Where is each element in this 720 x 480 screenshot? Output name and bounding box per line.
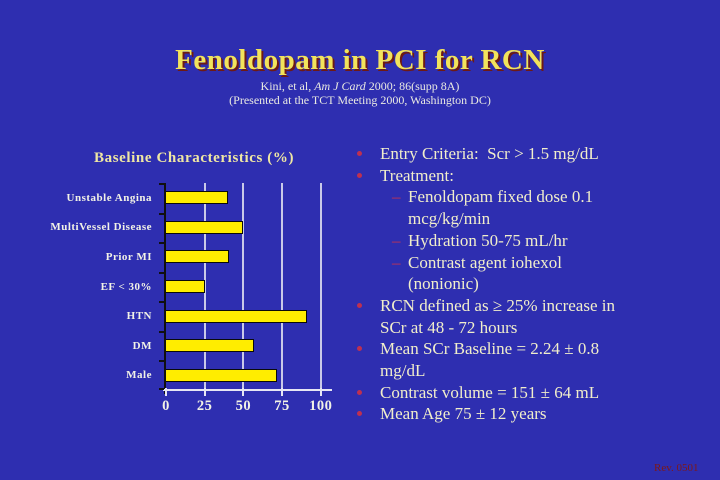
bullet-list: Entry Criteria: Scr > 1.5 mg/dL Treatment… <box>352 143 697 425</box>
bar-htn <box>166 309 307 323</box>
citation-line-1: Kini, et al, Am J Card 2000; 86(supp 8A) <box>0 79 720 94</box>
citation-line-2: (Presented at the TCT Meeting 2000, Wash… <box>229 93 491 107</box>
bullet-text: Entry Criteria: Scr > 1.5 mg/dL <box>380 143 599 165</box>
y-axis-tick <box>159 388 164 390</box>
bullet-line: RCN defined as ≥ 25% increase in <box>380 295 615 315</box>
bar-prior-mi <box>166 250 230 264</box>
plot-area <box>159 183 332 396</box>
bullet-dot-icon <box>352 403 380 425</box>
revision-label: Rev. 0501 <box>654 462 699 474</box>
bullet-item: – Hydration 50-75 mL/hr <box>352 230 697 252</box>
bar-multivessel-disease <box>166 220 244 234</box>
bullet-dot-icon <box>357 389 362 395</box>
x-tick-label: 0 <box>162 398 170 414</box>
x-tick-label: 75 <box>274 398 290 414</box>
y-axis-tick <box>159 242 164 245</box>
citation-pre: Kini, et al, <box>260 79 315 93</box>
bullet-line: Contrast agent iohexol <box>408 252 562 272</box>
y-axis-tick <box>159 183 164 185</box>
bullet-text: Mean Age 75 ± 12 years <box>380 403 547 425</box>
gridline <box>203 183 206 390</box>
bullet-dash-icon: – <box>392 230 401 250</box>
bar-dm <box>166 339 255 353</box>
x-tick-label: 100 <box>309 398 333 414</box>
bullet-text: RCN defined as ≥ 25% increase in SCr at 4… <box>380 295 615 338</box>
x-axis-tick <box>281 388 284 396</box>
category-label-unstable-angina: Unstable Angina <box>66 191 152 204</box>
bullet-dot-icon <box>357 172 362 178</box>
bullet-line: (nonionic) <box>408 274 479 294</box>
x-axis-tick <box>242 388 245 396</box>
bullet-line: Hydration 50-75 mL/hr <box>408 230 568 250</box>
chart-title: Baseline Characteristics (%) <box>94 150 295 166</box>
bullet-dot-icon <box>352 338 380 381</box>
bullet-dot-icon <box>357 346 362 352</box>
y-axis-tick <box>159 301 164 304</box>
bar-ef-30 <box>166 280 205 293</box>
bullet-text: Mean SCr Baseline = 2.24 ± 0.8 mg/dL <box>380 338 599 381</box>
category-label-htn: HTN <box>126 310 152 323</box>
bar-male <box>166 368 278 382</box>
category-label-male: Male <box>126 369 152 382</box>
category-label-multivessel-disease: MultiVessel Disease <box>50 221 152 234</box>
bullet-dot-icon <box>352 382 380 404</box>
category-label-dm: DM <box>132 339 152 352</box>
gridline <box>319 183 322 390</box>
bullet-text: Fenoldopam fixed dose 0.1 mcg/kg/min <box>408 186 593 229</box>
citation-suffix: 2000; 86(supp 8A) <box>365 79 460 93</box>
bullet-line: Mean SCr Baseline = 2.24 ± 0.8 <box>380 339 600 359</box>
category-label-ef-30: EF < 30% <box>100 280 152 293</box>
bullet-text: Hydration 50-75 mL/hr <box>408 230 568 252</box>
bullet-item: Mean Age 75 ± 12 years <box>352 403 697 425</box>
bullet-item: – Contrast agent iohexol (nonionic) <box>352 252 697 295</box>
x-axis <box>163 389 332 391</box>
bullet-line: mg/dL <box>380 361 426 381</box>
slide-title: Fenoldopam in PCI for RCN <box>175 44 545 76</box>
bullet-text: Contrast agent iohexol (nonionic) <box>408 252 562 295</box>
bullet-text: Contrast volume = 151 ± 64 mL <box>380 382 599 404</box>
bullet-item: Contrast volume = 151 ± 64 mL <box>352 382 697 404</box>
y-axis-tick <box>159 360 164 363</box>
x-tick-label: 25 <box>196 398 213 414</box>
bullet-dot-icon <box>352 143 380 165</box>
bullet-line: Entry Criteria: Scr > 1.5 mg/dL <box>380 144 599 163</box>
bullet-line: Contrast volume = 151 ± 64 mL <box>380 382 600 402</box>
bullet-item: Treatment: <box>352 165 697 187</box>
bullet-line: Mean Age 75 ± 12 years <box>380 404 547 424</box>
bullet-dash-icon: – <box>392 187 401 207</box>
bullet-dot-icon <box>352 165 380 187</box>
bullet-text: Treatment: <box>380 165 454 187</box>
y-axis-tick <box>159 212 164 215</box>
y-axis <box>164 183 166 394</box>
bullet-line: mcg/kg/min <box>408 209 491 229</box>
x-axis-tick <box>203 388 206 396</box>
citation-journal: Am J Card <box>314 79 366 93</box>
x-axis-tick <box>165 388 167 396</box>
bullet-item: – Fenoldopam fixed dose 0.1 mcg/kg/min <box>352 186 697 229</box>
y-axis-tick <box>159 271 164 274</box>
bar-unstable-angina <box>166 191 228 205</box>
bullet-item: Entry Criteria: Scr > 1.5 mg/dL <box>352 143 697 165</box>
category-labels: Unstable Angina MultiVessel Disease Prior … <box>18 183 160 390</box>
gridline <box>281 183 284 390</box>
bullet-line: SCr at 48 - 72 hours <box>380 317 518 337</box>
x-tick-label: 50 <box>235 398 252 414</box>
y-axis-tick <box>159 330 164 333</box>
bullet-line: Treatment: <box>380 165 454 185</box>
x-axis-tick <box>319 388 322 396</box>
x-tick-labels: 0 25 50 75 100 <box>162 398 333 418</box>
bullet-dot-icon <box>357 411 362 417</box>
bullet-dot-icon <box>357 151 362 156</box>
bullet-dash-icon: – <box>392 252 401 272</box>
bullet-line: Fenoldopam fixed dose 0.1 <box>408 187 594 207</box>
bullet-dot-icon <box>357 302 362 308</box>
gridline <box>242 183 245 390</box>
bullet-dot-icon <box>352 295 380 338</box>
bullet-item: Mean SCr Baseline = 2.24 ± 0.8 mg/dL <box>352 338 697 381</box>
category-label-prior-mi: Prior MI <box>105 250 152 263</box>
bullet-item: RCN defined as ≥ 25% increase in SCr at 4… <box>352 295 697 338</box>
